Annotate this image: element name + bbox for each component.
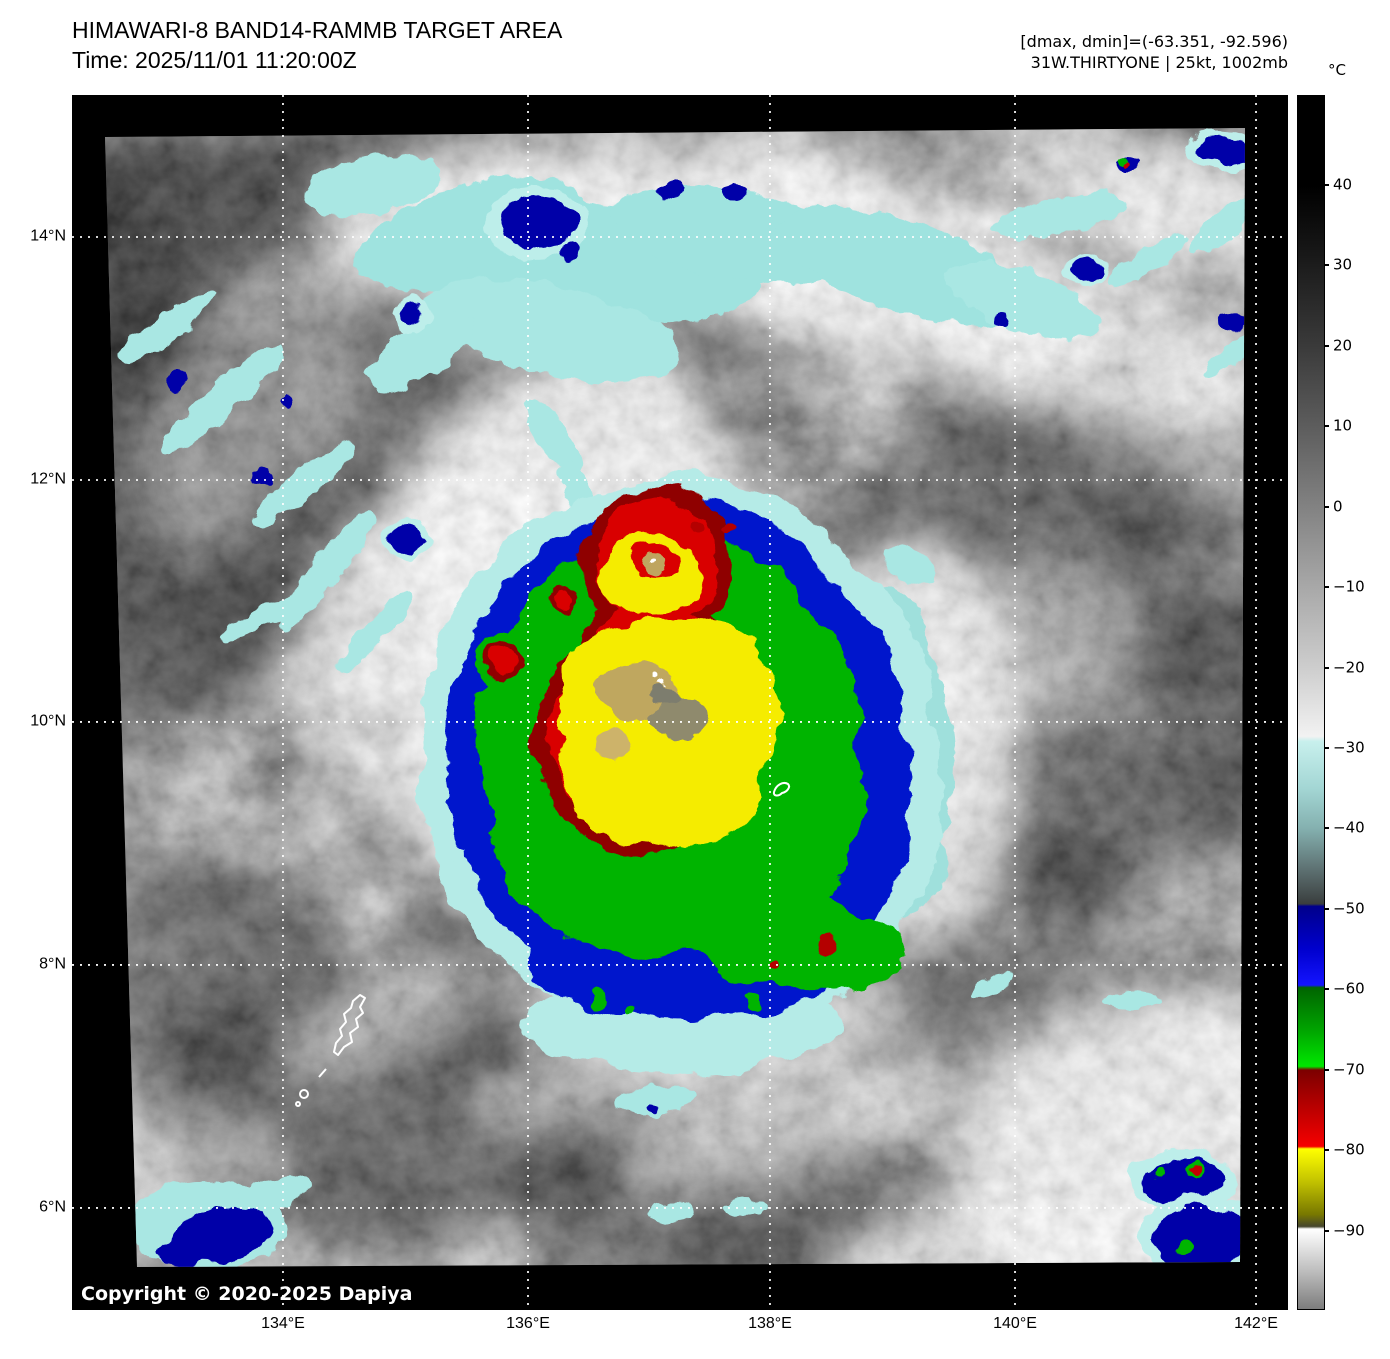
colorbar-tick-label: −40 (1333, 819, 1365, 838)
colorbar-tick-label: 40 (1333, 175, 1353, 194)
coastline-outlines (295, 782, 791, 1107)
colorbar-tick-label: 20 (1333, 336, 1353, 355)
lon-tick-label: 140°E (993, 1315, 1037, 1332)
colorbar-gradient (1298, 96, 1324, 1309)
colorbar-tick-label: 10 (1333, 416, 1353, 435)
colorbar-tick-mark (1324, 264, 1329, 267)
copyright-label: Copyright © 2020-2025 Dapiya (81, 1283, 413, 1305)
satellite-swath (105, 128, 1245, 1267)
lon-tick-label: 134°E (261, 1315, 305, 1332)
colorbar-tick-label: 30 (1333, 256, 1353, 275)
colorbar-unit-label: °C (1328, 61, 1346, 79)
colorbar-tick-mark (1324, 907, 1329, 910)
lat-tick-label: 10°N (30, 712, 66, 730)
colorbar-tick-mark (1324, 184, 1329, 187)
latlon-gridlines (72, 95, 1288, 1310)
very-cold-blue-patches (157, 131, 1245, 1267)
latitude-axis: 14°N 12°N 10°N 8°N 6°N (0, 95, 66, 1310)
colorbar-tick-label: −20 (1333, 658, 1365, 677)
lat-tick-label: 6°N (39, 1198, 66, 1216)
colorbar-tick-mark (1324, 344, 1329, 347)
colorbar-tick-mark (1324, 827, 1329, 830)
colorbar-tick-mark (1324, 586, 1329, 589)
colorbar-tick-mark (1324, 1149, 1329, 1152)
dmax-dmin-label: [dmax, dmin]=(-63.351, -92.596) (1020, 32, 1288, 51)
timestamp-label: Time: 2025/11/01 11:20:00Z (72, 47, 357, 73)
colorbar-tick-label: −60 (1333, 980, 1365, 999)
storm-info-label: 31W.THIRTYONE | 25kt, 1002mb (1030, 53, 1288, 72)
page-title: HIMAWARI-8 BAND14-RAMMB TARGET AREA (72, 17, 563, 43)
colorbar-tick-mark (1324, 1229, 1329, 1232)
lat-tick-label: 12°N (30, 470, 66, 488)
colorbar-tick-label: 0 (1333, 497, 1343, 516)
colorbar-tick-mark (1324, 988, 1329, 991)
lat-tick-label: 8°N (39, 955, 66, 973)
image-stats: [dmax, dmin]=(-63.351, -92.596) 31W.THIR… (1020, 31, 1288, 73)
colorbar-tick-mark (1324, 1068, 1329, 1071)
temperature-colorbar (1297, 95, 1325, 1310)
colorbar-tick-labels: 40 30 20 10 0 −10 −20 −30 −40 −50 −60 −70 −80 −90 (1324, 95, 1388, 1310)
colorbar-tick-label: −10 (1333, 577, 1365, 596)
colorbar-tick-mark (1324, 666, 1329, 669)
satellite-map-panel: Copyright © 2020-2025 Dapiya (72, 95, 1288, 1310)
lon-tick-label: 136°E (506, 1315, 550, 1332)
satellite-imagery (72, 95, 1288, 1310)
colorbar-tick-label: −80 (1333, 1140, 1365, 1159)
lat-tick-label: 14°N (30, 227, 66, 245)
colorbar-tick-mark (1324, 425, 1329, 428)
colorbar-tick-label: −90 (1333, 1221, 1365, 1240)
storm-cold-core-overlay (420, 475, 945, 1071)
colorbar-tick-mark (1324, 505, 1329, 508)
lon-tick-label: 138°E (748, 1315, 792, 1332)
colorbar-tick-label: −30 (1333, 738, 1365, 757)
longitude-axis: 134°E 136°E 138°E 140°E 142°E (72, 1315, 1288, 1337)
lon-tick-label: 142°E (1234, 1315, 1278, 1332)
colorbar-tick-label: −70 (1333, 1060, 1365, 1079)
colorbar-tick-label: −50 (1333, 899, 1365, 918)
colorbar-tick-mark (1324, 747, 1329, 750)
